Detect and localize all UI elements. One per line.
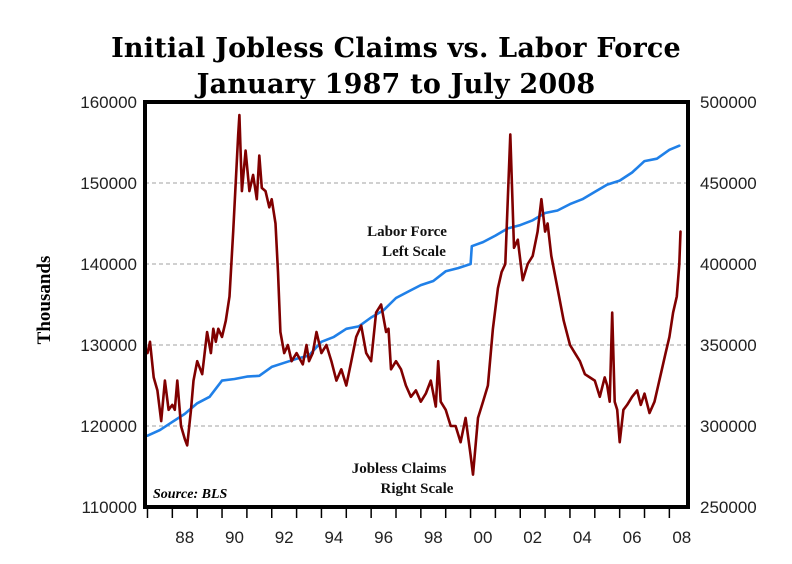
x-tick-label: 92: [275, 528, 294, 547]
x-tick-label: 04: [573, 528, 592, 547]
y-right-tick-label: 500000: [700, 93, 757, 112]
y-left-tick-label: 120000: [80, 417, 137, 436]
y-right-tick-label: 250000: [700, 498, 757, 517]
y-left-tick-label: 160000: [80, 93, 137, 112]
x-tick-label: 96: [374, 528, 393, 547]
y-right-tick-label: 300000: [700, 417, 757, 436]
series-layer: [146, 113, 682, 476]
labor-force-label-line1: Labor Force: [367, 224, 447, 240]
plot-frame: [143, 100, 690, 509]
x-tick-label: 94: [324, 528, 343, 547]
x-tick-label: 02: [523, 528, 542, 547]
tick-layer: 110000 120000 130000 140000 150000 160000 2500…: [80, 93, 756, 547]
x-tick-label: 08: [672, 528, 691, 547]
y-right-tick-label: 400000: [700, 255, 757, 274]
series-line-labor-force: [146, 144, 681, 437]
source-note: Source: BLS: [153, 487, 228, 502]
chart-title-line2: January 1987 to July 2008: [196, 69, 596, 100]
y-left-tick-label: 110000: [82, 498, 137, 517]
labor-force-label-line2: Left Scale: [382, 244, 446, 260]
x-tick-label: 98: [424, 528, 443, 547]
series-line-jobless-claims: [146, 113, 682, 476]
y-left-tick-label: 150000: [80, 174, 137, 193]
y-right-tick-label: 450000: [700, 174, 757, 193]
x-tick-label: 88: [175, 528, 194, 547]
y-left-tick-label: 130000: [80, 336, 137, 355]
jobless-claims-label-line1: Jobless Claims: [352, 461, 447, 477]
x-tick-label: 90: [225, 528, 244, 547]
x-tick-label: 06: [623, 528, 642, 547]
y-axis-label-left: Thousands: [34, 256, 55, 345]
y-left-tick-label: 140000: [80, 255, 137, 274]
y-right-tick-label: 350000: [700, 336, 757, 355]
x-tick-label: 00: [474, 528, 493, 547]
chart-title-line1: Initial Jobless Claims vs. Labor Force: [111, 33, 681, 64]
jobless-claims-label-line2: Right Scale: [381, 481, 454, 497]
